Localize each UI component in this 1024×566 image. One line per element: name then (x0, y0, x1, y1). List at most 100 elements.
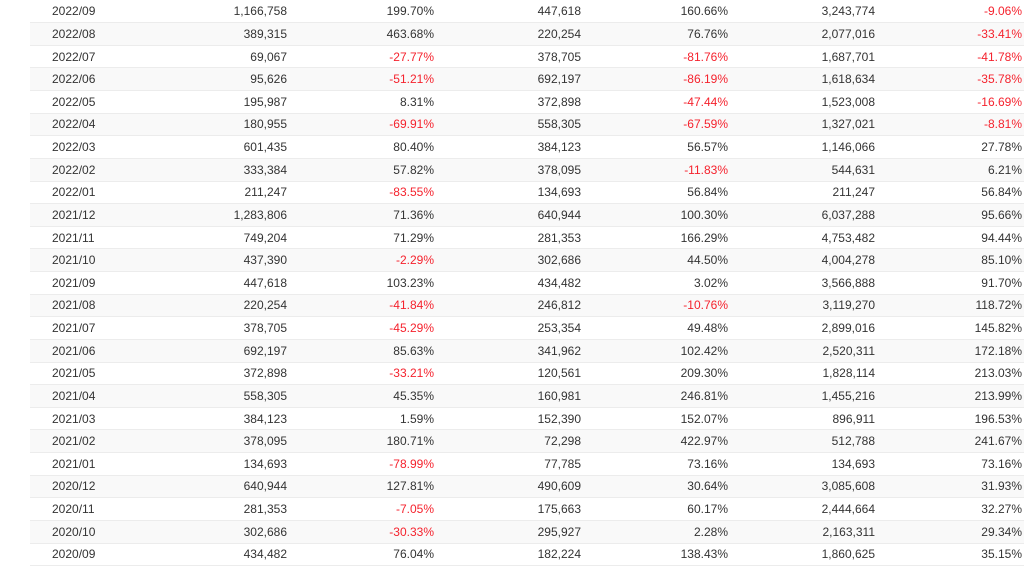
month-cell: 2021/02 (30, 429, 142, 453)
value-cell: 120,561 (436, 362, 583, 386)
percent-cell: -11.83% (583, 158, 730, 182)
table-row: 2021/10 437,390 -2.29% 302,686 44.50% 4,004,2… (30, 248, 1024, 272)
value-cell: 1,327,021 (730, 113, 877, 137)
value-cell: 389,315 (142, 22, 289, 46)
month-cell: 2021/06 (30, 339, 142, 363)
percent-cell: 45.35% (289, 384, 436, 408)
percent-cell: 27.78% (877, 135, 1024, 159)
value-cell: 211,247 (142, 181, 289, 205)
percent-cell: -69.91% (289, 113, 436, 137)
percent-cell: -67.59% (583, 113, 730, 137)
value-cell: 302,686 (436, 248, 583, 272)
value-cell: 896,911 (730, 407, 877, 431)
month-cell: 2022/05 (30, 90, 142, 114)
percent-cell: 3.02% (583, 271, 730, 295)
table-row: 2020/09 434,482 76.04% 182,224 138.43% 1,860,… (30, 543, 1024, 566)
value-cell: 2,163,311 (730, 520, 877, 544)
value-cell: 692,197 (142, 339, 289, 363)
percent-cell: 31.93% (877, 475, 1024, 499)
month-cell: 2022/04 (30, 113, 142, 137)
percent-cell: 463.68% (289, 22, 436, 46)
percent-cell: 44.50% (583, 248, 730, 272)
value-cell: 175,663 (436, 497, 583, 521)
value-cell: 749,204 (142, 226, 289, 250)
percent-cell: 56.84% (877, 181, 1024, 205)
monthly-data-table-wrap: 2022/09 1,166,758 199.70% 447,618 160.66% 3,2… (30, 0, 1024, 566)
month-cell: 2022/03 (30, 135, 142, 159)
value-cell: 2,520,311 (730, 339, 877, 363)
percent-cell: 196.53% (877, 407, 1024, 431)
value-cell: 220,254 (142, 294, 289, 318)
percent-cell: -41.78% (877, 45, 1024, 69)
value-cell: 333,384 (142, 158, 289, 182)
table-row: 2021/07 378,705 -45.29% 253,354 49.48% 2,899,… (30, 316, 1024, 340)
value-cell: 384,123 (142, 407, 289, 431)
value-cell: 378,095 (436, 158, 583, 182)
value-cell: 372,898 (142, 362, 289, 386)
percent-cell: 85.10% (877, 248, 1024, 272)
table-row: 2022/09 1,166,758 199.70% 447,618 160.66% 3,2… (30, 0, 1024, 24)
percent-cell: 32.27% (877, 497, 1024, 521)
value-cell: 3,566,888 (730, 271, 877, 295)
percent-cell: 1.59% (289, 407, 436, 431)
percent-cell: 209.30% (583, 362, 730, 386)
percent-cell: 145.82% (877, 316, 1024, 340)
month-cell: 2020/12 (30, 475, 142, 499)
percent-cell: 246.81% (583, 384, 730, 408)
value-cell: 384,123 (436, 135, 583, 159)
value-cell: 447,618 (436, 0, 583, 24)
table-row: 2021/06 692,197 85.63% 341,962 102.42% 2,520,… (30, 339, 1024, 363)
table-row: 2021/09 447,618 103.23% 434,482 3.02% 3,566,8… (30, 271, 1024, 295)
percent-cell: -33.21% (289, 362, 436, 386)
percent-cell: 138.43% (583, 543, 730, 566)
percent-cell: 49.48% (583, 316, 730, 340)
percent-cell: 422.97% (583, 429, 730, 453)
table-row: 2022/02 333,384 57.82% 378,095 -11.83% 544,63… (30, 158, 1024, 182)
percent-cell: 166.29% (583, 226, 730, 250)
value-cell: 2,444,664 (730, 497, 877, 521)
value-cell: 378,705 (142, 316, 289, 340)
table-row: 2021/08 220,254 -41.84% 246,812 -10.76% 3,119… (30, 294, 1024, 318)
percent-cell: -8.81% (877, 113, 1024, 137)
percent-cell: 76.76% (583, 22, 730, 46)
percent-cell: 76.04% (289, 543, 436, 566)
percent-cell: -27.77% (289, 45, 436, 69)
percent-cell: 73.16% (877, 452, 1024, 476)
percent-cell: 8.31% (289, 90, 436, 114)
value-cell: 1,523,008 (730, 90, 877, 114)
percent-cell: -78.99% (289, 452, 436, 476)
value-cell: 378,705 (436, 45, 583, 69)
value-cell: 1,166,758 (142, 0, 289, 24)
month-cell: 2021/05 (30, 362, 142, 386)
table-row: 2022/07 69,067 -27.77% 378,705 -81.76% 1,687,… (30, 45, 1024, 69)
value-cell: 160,981 (436, 384, 583, 408)
table-row: 2021/04 558,305 45.35% 160,981 246.81% 1,455,… (30, 384, 1024, 408)
value-cell: 77,785 (436, 452, 583, 476)
value-cell: 134,693 (436, 181, 583, 205)
percent-cell: 199.70% (289, 0, 436, 24)
value-cell: 6,037,288 (730, 203, 877, 227)
table-row: 2020/12 640,944 127.81% 490,609 30.64% 3,085,… (30, 475, 1024, 499)
percent-cell: -33.41% (877, 22, 1024, 46)
value-cell: 1,618,634 (730, 67, 877, 91)
percent-cell: 160.66% (583, 0, 730, 24)
value-cell: 2,899,016 (730, 316, 877, 340)
value-cell: 134,693 (142, 452, 289, 476)
value-cell: 378,095 (142, 429, 289, 453)
monthly-data-table: 2022/09 1,166,758 199.70% 447,618 160.66% 3,2… (30, 0, 1024, 566)
percent-cell: 103.23% (289, 271, 436, 295)
percent-cell: 35.15% (877, 543, 1024, 566)
value-cell: 95,626 (142, 67, 289, 91)
value-cell: 1,455,216 (730, 384, 877, 408)
value-cell: 640,944 (142, 475, 289, 499)
percent-cell: 56.84% (583, 181, 730, 205)
percent-cell: 94.44% (877, 226, 1024, 250)
month-cell: 2021/10 (30, 248, 142, 272)
value-cell: 640,944 (436, 203, 583, 227)
table-row: 2022/08 389,315 463.68% 220,254 76.76% 2,077,… (30, 22, 1024, 46)
percent-cell: 71.36% (289, 203, 436, 227)
month-cell: 2021/12 (30, 203, 142, 227)
percent-cell: -41.84% (289, 294, 436, 318)
month-cell: 2022/08 (30, 22, 142, 46)
value-cell: 1,860,625 (730, 543, 877, 566)
